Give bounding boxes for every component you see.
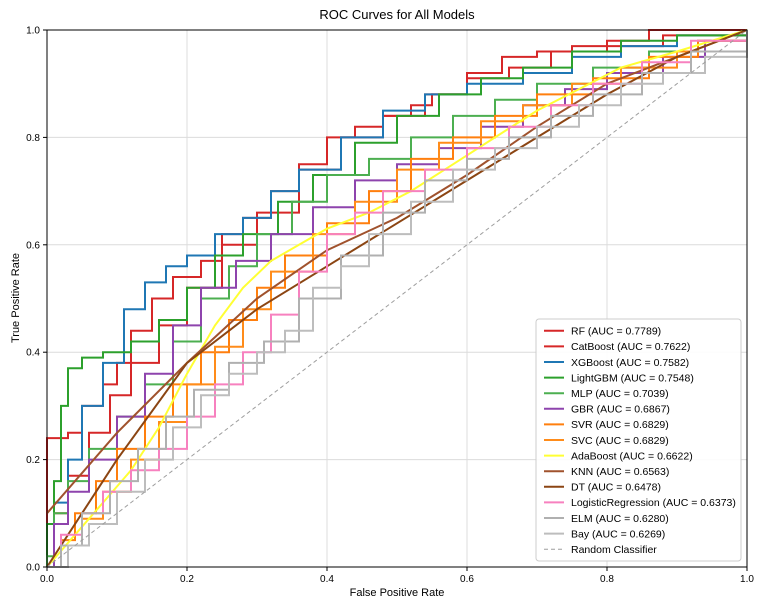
axis-ticks: 0.0 0.2 0.4 0.6 0.8 1.0 0.0 0.2 0.4 0.6 0.8 1.0 bbox=[26, 26, 754, 586]
legend-label: AdaBoost (AUC = 0.6622) bbox=[571, 450, 693, 462]
series-line-1 bbox=[47, 30, 748, 568]
legend-label: MLP (AUC = 0.7039) bbox=[571, 388, 669, 400]
plot-frame bbox=[46, 29, 748, 568]
x-tick-label: 0.0 bbox=[40, 574, 54, 585]
legend-label: KNN (AUC = 0.6563) bbox=[571, 466, 669, 478]
y-axis-title: True Positive Rate bbox=[10, 253, 22, 343]
y-tick-label: 0.6 bbox=[26, 240, 40, 251]
legend-box bbox=[535, 318, 742, 562]
legend-label: XGBoost (AUC = 0.7582) bbox=[571, 357, 689, 369]
series-line-13 bbox=[47, 30, 748, 568]
legend-label: ELM (AUC = 0.6280) bbox=[571, 513, 669, 525]
legend-label: LightGBM (AUC = 0.7548) bbox=[571, 372, 694, 384]
series-lines bbox=[46, 29, 748, 568]
legend-label: RF (AUC = 0.7789) bbox=[571, 326, 661, 338]
legend: RF (AUC = 0.7789) CatBoost (AUC = 0.7622)… bbox=[535, 318, 742, 562]
legend-label: Bay (AUC = 0.6269) bbox=[571, 528, 665, 540]
y-tick-label: 1.0 bbox=[26, 26, 40, 37]
y-tick-label: 0.4 bbox=[26, 348, 40, 359]
x-tick-label: 1.0 bbox=[740, 574, 754, 585]
series-line-10 bbox=[46, 29, 748, 568]
legend-label: CatBoost (AUC = 0.7622) bbox=[571, 341, 690, 353]
x-tick-label: 0.4 bbox=[320, 574, 334, 585]
legend-label: SVR (AUC = 0.6829) bbox=[571, 419, 669, 431]
y-tick-label: 0.0 bbox=[26, 563, 40, 574]
series-line-14 bbox=[46, 29, 748, 568]
legend-label: LogisticRegression (AUC = 0.6373) bbox=[571, 497, 736, 509]
series-line-9 bbox=[46, 29, 748, 514]
legend-label: Random Classifier bbox=[571, 544, 657, 556]
series-line-12 bbox=[47, 30, 748, 568]
y-tick-label: 0.2 bbox=[26, 455, 40, 466]
x-tick-label: 0.6 bbox=[460, 574, 474, 585]
legend-label: DT (AUC = 0.6478) bbox=[571, 482, 661, 494]
x-tick-label: 0.2 bbox=[180, 574, 194, 585]
x-tick-label: 0.8 bbox=[600, 574, 614, 585]
y-tick-label: 0.8 bbox=[26, 133, 40, 144]
legend-label: GBR (AUC = 0.6867) bbox=[571, 404, 670, 416]
legend-label: SVC (AUC = 0.6829) bbox=[571, 435, 669, 447]
x-axis-title: False Positive Rate bbox=[350, 587, 445, 599]
series-line-8 bbox=[46, 29, 748, 568]
series-line-2 bbox=[47, 30, 748, 568]
chart-title: ROC Curves for All Models bbox=[319, 7, 475, 22]
